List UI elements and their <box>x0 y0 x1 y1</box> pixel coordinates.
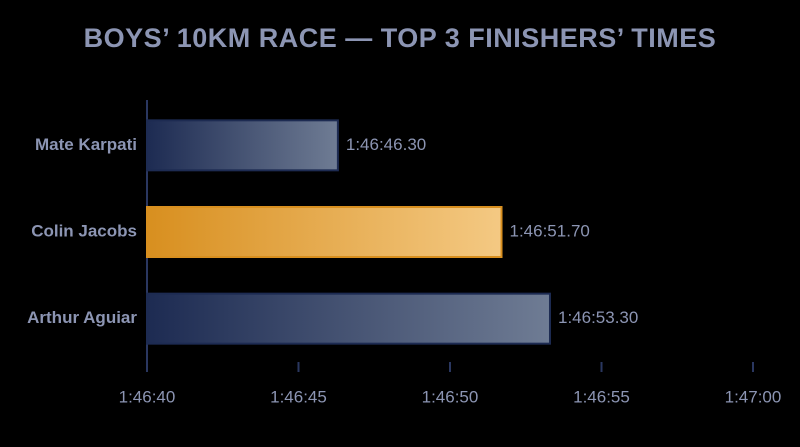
y-tick-label: Arthur Aguiar <box>27 308 137 327</box>
x-tick-label: 1:46:45 <box>270 387 327 406</box>
value-label: 1:46:51.70 <box>510 221 590 240</box>
bar <box>146 206 503 258</box>
y-tick-label: Mate Karpati <box>35 135 137 154</box>
x-tick-label: 1:46:50 <box>422 387 479 406</box>
value-label: 1:46:46.30 <box>346 135 426 154</box>
value-label: 1:46:53.30 <box>558 308 638 327</box>
y-tick-label: Colin Jacobs <box>31 221 137 240</box>
x-tick-label: 1:46:40 <box>119 387 176 406</box>
x-tick-label: 1:47:00 <box>725 387 782 406</box>
x-tick-label: 1:46:55 <box>573 387 630 406</box>
bar <box>146 119 339 172</box>
chart-title: BOYS’ 10KM RACE — TOP 3 FINISHERS’ TIMES <box>84 23 717 53</box>
bar <box>146 292 551 345</box>
